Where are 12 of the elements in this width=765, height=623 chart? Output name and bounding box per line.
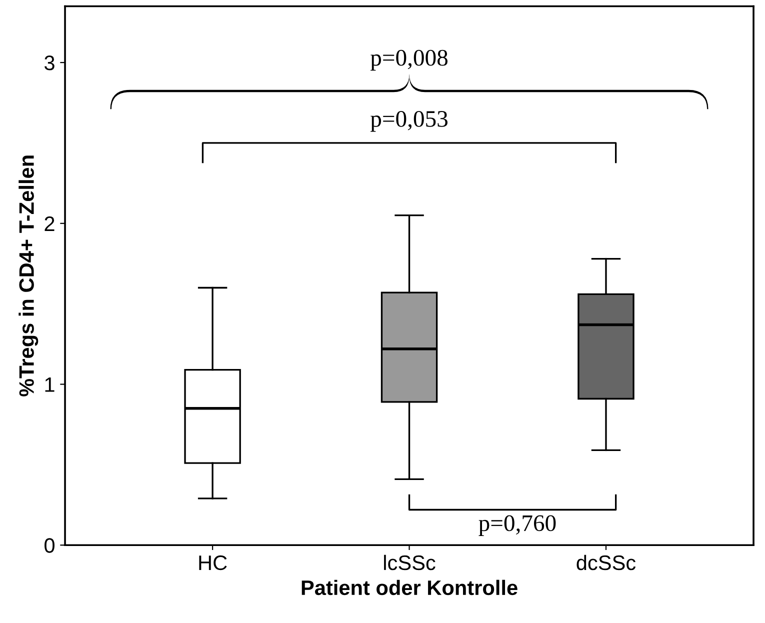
y-tick-label: 3 bbox=[44, 56, 54, 70]
annotation: p=0,008 bbox=[370, 50, 448, 71]
annotation: p=0,760 bbox=[478, 515, 556, 536]
x-tick-label: dcSSc bbox=[576, 554, 636, 570]
x-axis-title: Patient oder Kontrolle bbox=[302, 580, 518, 596]
y-tick-label: 1 bbox=[45, 377, 54, 392]
y-axis-title: %Tregs in CD4+ T-Zellen bbox=[18, 156, 38, 396]
y-tick-label: 2 bbox=[44, 216, 54, 231]
annotation: p=0,053 bbox=[370, 110, 448, 132]
x-tick-label: HC bbox=[199, 555, 227, 570]
x-tick-label: lcSSc bbox=[384, 554, 436, 570]
y-tick-label: 0 bbox=[44, 538, 54, 553]
